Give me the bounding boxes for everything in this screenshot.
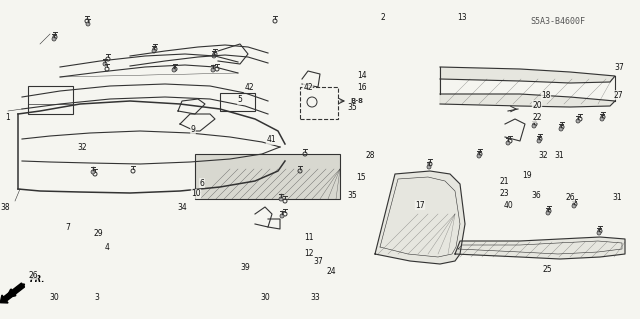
Text: 13: 13: [457, 13, 467, 23]
Text: 17: 17: [415, 201, 425, 210]
Text: 30: 30: [49, 293, 59, 302]
Circle shape: [572, 204, 576, 208]
Text: 19: 19: [522, 170, 532, 180]
Polygon shape: [375, 171, 465, 264]
Text: 28: 28: [365, 151, 375, 160]
Text: 27: 27: [613, 91, 623, 100]
Circle shape: [103, 62, 107, 66]
Text: 31: 31: [612, 194, 622, 203]
Circle shape: [280, 214, 284, 218]
Text: FR.: FR.: [30, 275, 45, 284]
Text: 14: 14: [357, 70, 367, 79]
Text: 26: 26: [28, 271, 38, 279]
Text: 25: 25: [542, 265, 552, 275]
Text: 33: 33: [310, 293, 320, 302]
Text: 39: 39: [240, 263, 250, 272]
Text: 37: 37: [313, 257, 323, 266]
Text: 3: 3: [95, 293, 99, 302]
Circle shape: [279, 197, 283, 201]
Text: B-8: B-8: [350, 98, 363, 104]
Text: 40: 40: [504, 201, 514, 210]
Circle shape: [172, 68, 176, 72]
Circle shape: [506, 141, 510, 145]
Bar: [28, 86, 73, 114]
Circle shape: [86, 22, 90, 26]
FancyArrow shape: [0, 283, 24, 303]
Text: 2: 2: [381, 13, 385, 23]
Text: 31: 31: [554, 151, 564, 160]
Text: 24: 24: [326, 268, 336, 277]
Bar: [300, 87, 338, 119]
Text: 20: 20: [532, 100, 542, 109]
Text: 30: 30: [260, 293, 270, 302]
Circle shape: [559, 127, 563, 131]
Circle shape: [532, 124, 536, 128]
Text: 42: 42: [244, 84, 254, 93]
Text: 38: 38: [0, 204, 10, 212]
Text: 7: 7: [65, 224, 70, 233]
Circle shape: [152, 49, 156, 53]
Text: 6: 6: [200, 179, 204, 188]
Text: 37: 37: [614, 63, 624, 72]
Text: 18: 18: [541, 91, 551, 100]
Text: 15: 15: [356, 174, 366, 182]
Text: 1: 1: [6, 114, 10, 122]
Circle shape: [427, 165, 431, 169]
Circle shape: [52, 37, 56, 41]
Text: 35: 35: [347, 190, 357, 199]
Circle shape: [537, 139, 541, 143]
Circle shape: [91, 170, 95, 174]
Circle shape: [211, 68, 215, 72]
Circle shape: [477, 154, 481, 158]
Circle shape: [600, 117, 604, 121]
Text: 41: 41: [266, 136, 276, 145]
Bar: [195, 154, 340, 199]
Circle shape: [597, 231, 601, 235]
Text: 42: 42: [303, 84, 313, 93]
Text: 29: 29: [93, 229, 103, 239]
Text: 32: 32: [77, 144, 87, 152]
Text: 22: 22: [532, 114, 541, 122]
Circle shape: [212, 54, 216, 58]
Text: 21: 21: [499, 176, 509, 186]
Text: S5A3-B4600F: S5A3-B4600F: [530, 17, 585, 26]
Text: 34: 34: [177, 204, 187, 212]
Text: 12: 12: [304, 249, 314, 257]
Text: 35: 35: [347, 103, 357, 113]
Text: 10: 10: [191, 189, 201, 198]
Bar: [220, 93, 255, 111]
Text: 36: 36: [531, 190, 541, 199]
Circle shape: [546, 211, 550, 215]
Text: 26: 26: [565, 194, 575, 203]
Circle shape: [576, 119, 580, 123]
Text: 4: 4: [104, 243, 109, 253]
Polygon shape: [440, 67, 615, 107]
Polygon shape: [455, 237, 625, 259]
Text: 32: 32: [538, 151, 548, 160]
Text: 11: 11: [304, 234, 314, 242]
Text: 5: 5: [237, 95, 243, 105]
Text: 23: 23: [499, 189, 509, 197]
Text: 16: 16: [357, 84, 367, 93]
Text: 9: 9: [191, 125, 195, 135]
